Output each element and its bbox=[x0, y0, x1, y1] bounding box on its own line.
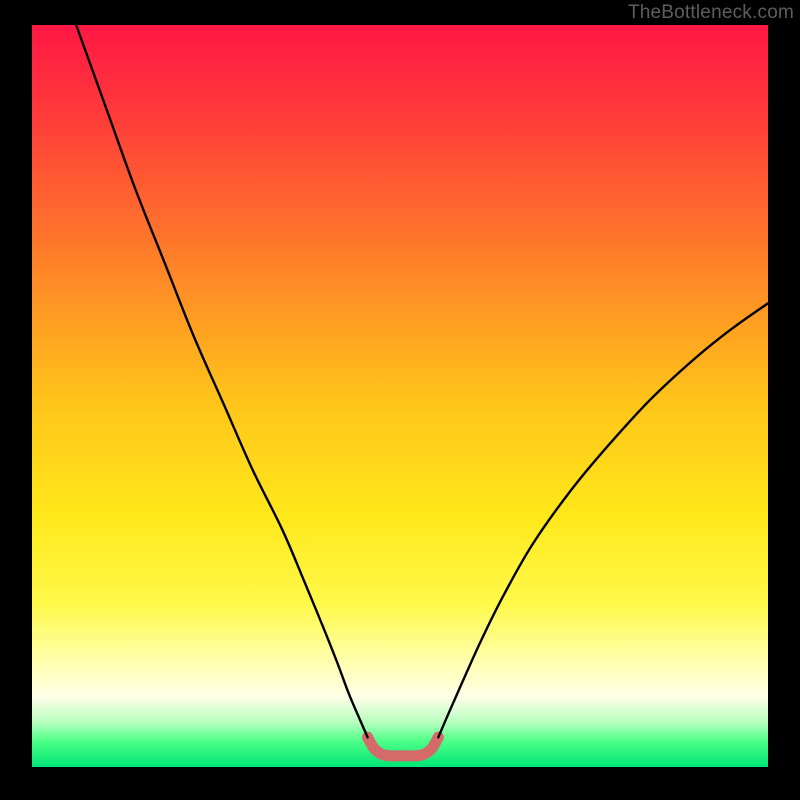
watermark-text: TheBottleneck.com bbox=[628, 2, 794, 24]
chart-frame: TheBottleneck.com bbox=[0, 0, 800, 800]
left-bottleneck-curve bbox=[76, 25, 367, 737]
plot-area bbox=[32, 25, 768, 767]
right-bottleneck-curve bbox=[438, 303, 768, 737]
highlight-valley bbox=[368, 737, 439, 756]
curve-layer bbox=[32, 25, 768, 767]
